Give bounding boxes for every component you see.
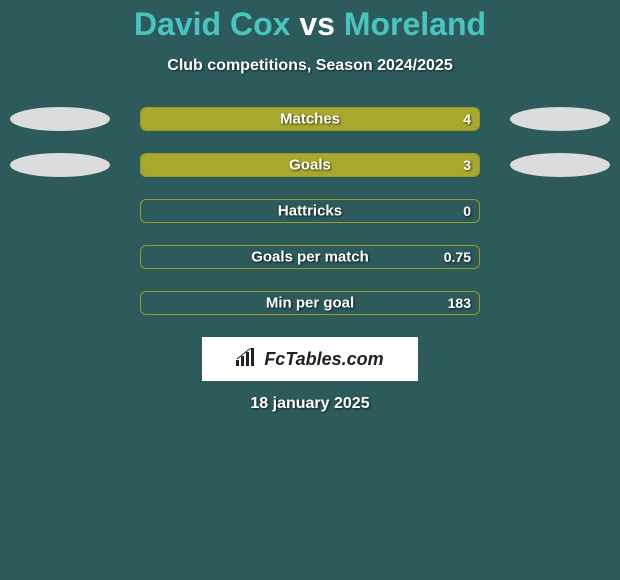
stat-label: Goals per match [251,249,369,266]
player2-marker [510,153,610,177]
player2-marker [510,107,610,131]
stat-row: Min per goal 183 [0,291,620,315]
bar-fill-left [141,154,310,176]
date-text: 18 january 2025 [0,395,620,413]
stat-value-right: 183 [448,295,471,311]
stat-bar: Goals per match 0.75 [140,245,480,269]
logo-label: FcTables.com [264,349,383,370]
logo-text: FcTables.com [236,348,383,371]
player2-name: Moreland [344,6,486,42]
subtitle: Club competitions, Season 2024/2025 [0,57,620,75]
player1-marker [10,153,110,177]
stats-card: David Cox vs Moreland Club competitions,… [0,0,620,413]
stat-label: Goals [289,157,331,174]
bar-chart-icon [236,348,258,371]
stat-row: Goals per match 0.75 [0,245,620,269]
stat-bar: Hattricks 0 [140,199,480,223]
page-title: David Cox vs Moreland [0,6,620,43]
stat-bar: Matches 4 [140,107,480,131]
stat-row: Matches 4 [0,107,620,131]
player1-marker [10,107,110,131]
stat-value-right: 4 [463,111,471,127]
stats-rows: Matches 4 Goals 3 Hattricks 0 Goals per match 0… [0,107,620,315]
bar-fill-right [310,154,479,176]
stat-row: Hattricks 0 [0,199,620,223]
logo-box: FcTables.com [202,337,418,381]
player1-name: David Cox [134,6,290,42]
stat-bar: Min per goal 183 [140,291,480,315]
stat-bar: Goals 3 [140,153,480,177]
stat-value-right: 0.75 [444,249,471,265]
stat-label: Hattricks [278,203,342,220]
stat-value-right: 3 [463,157,471,173]
stat-value-right: 0 [463,203,471,219]
vs-text: vs [299,6,335,42]
stat-label: Min per goal [266,295,354,312]
stat-row: Goals 3 [0,153,620,177]
stat-label: Matches [280,111,340,128]
